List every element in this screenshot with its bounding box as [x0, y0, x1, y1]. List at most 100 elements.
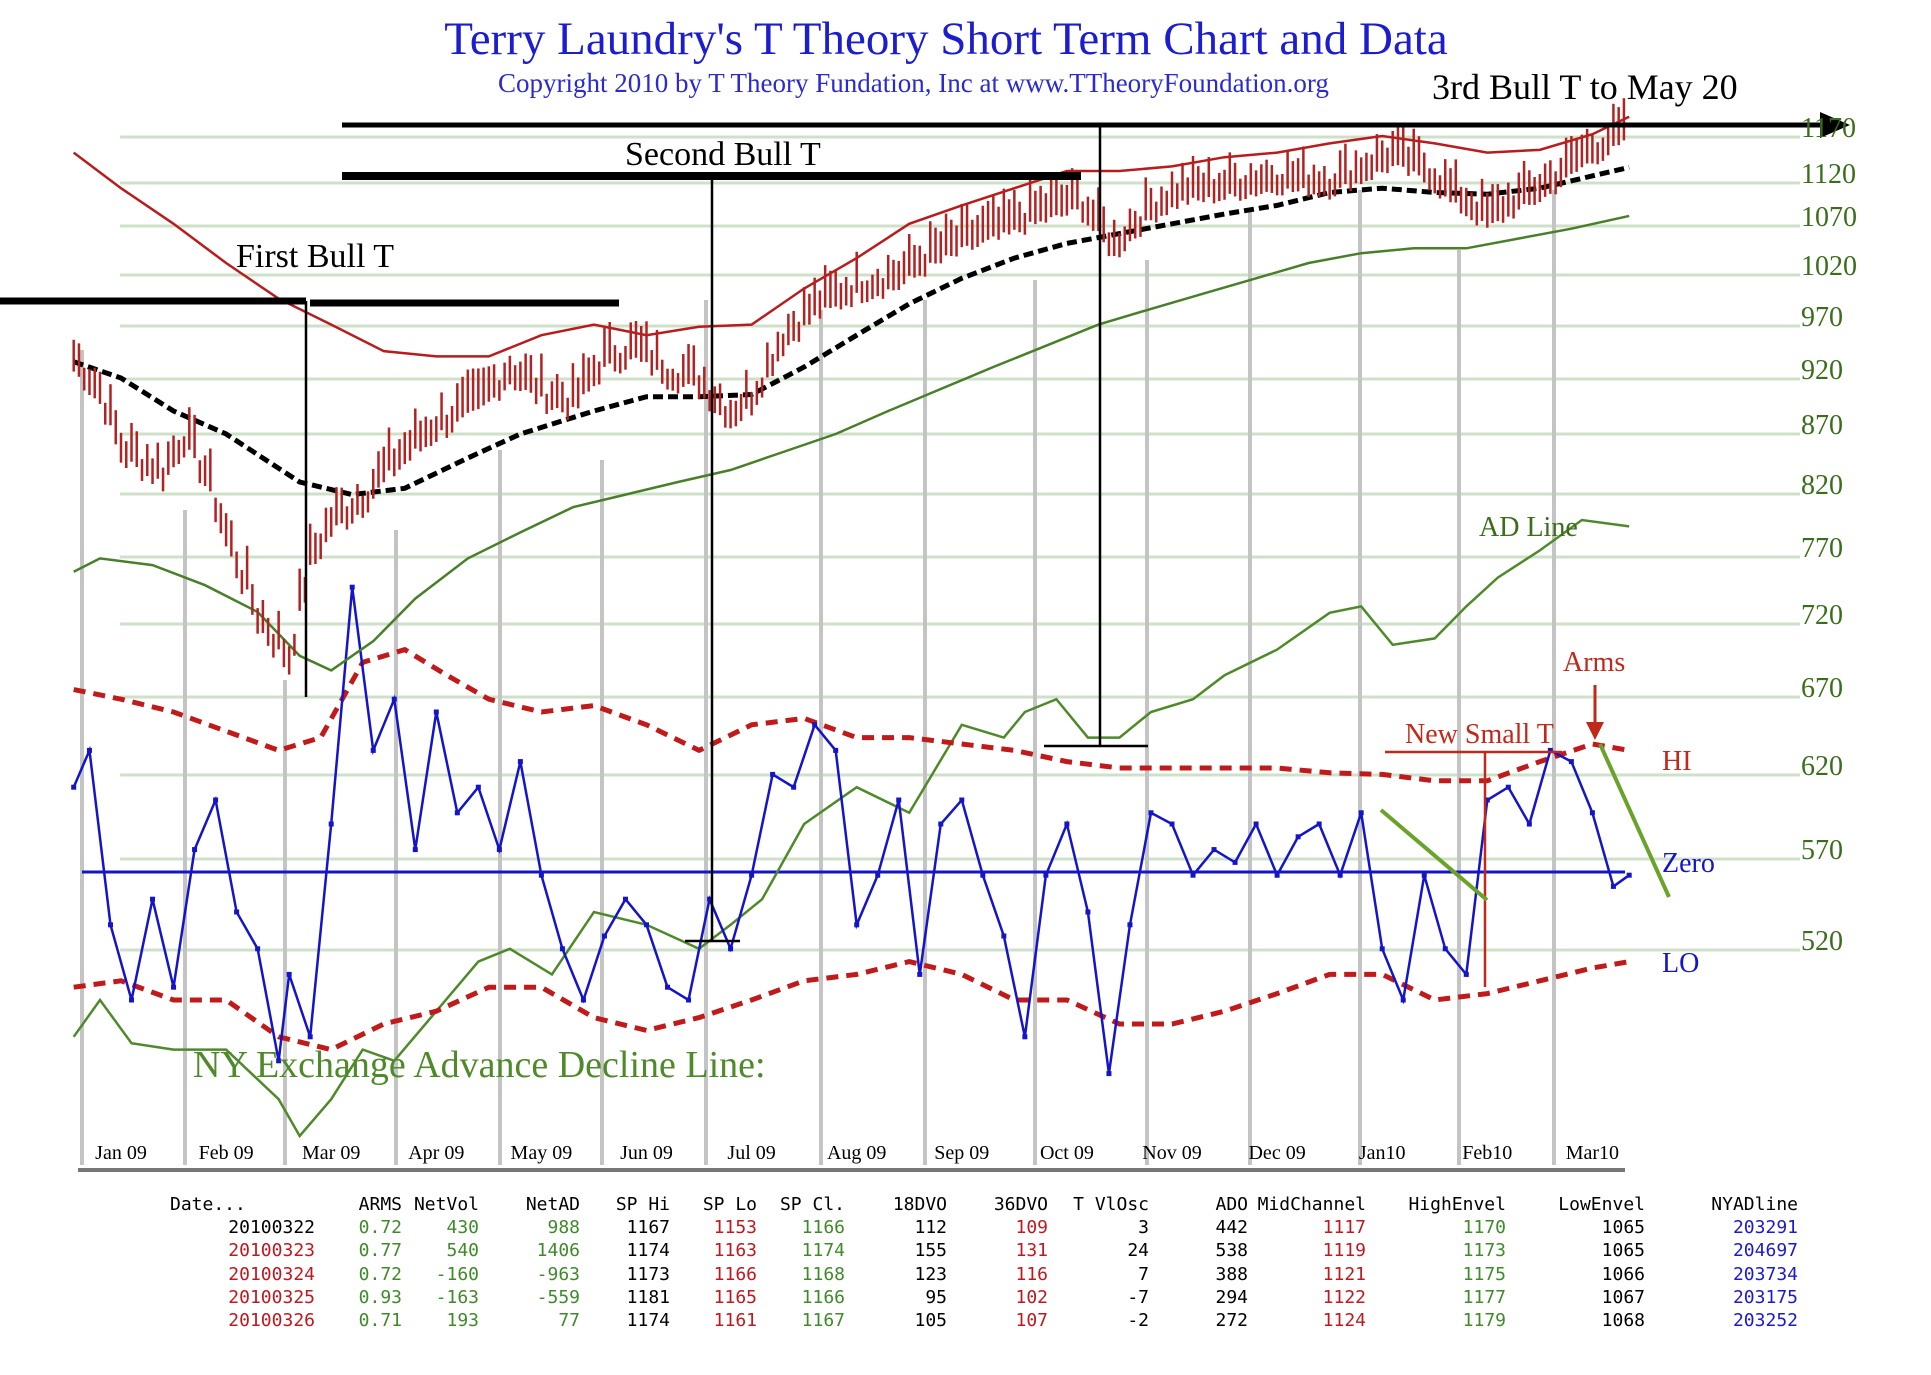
x-tick-label: Nov 09 — [1142, 1142, 1202, 1164]
oscillator-point — [171, 984, 177, 990]
table-cell: 107 — [1015, 1310, 1048, 1331]
y-tick-label: 770 — [1801, 533, 1843, 564]
oscillator-point — [349, 584, 355, 590]
y-tick-label: 620 — [1801, 751, 1843, 782]
table-cell: 1173 — [1462, 1240, 1506, 1261]
oscillator-point — [1463, 971, 1469, 977]
oscillator-point — [980, 872, 986, 878]
table-cell: 1181 — [626, 1287, 670, 1308]
x-tick-label: Jan 09 — [95, 1142, 147, 1164]
oscillator-point — [896, 797, 902, 803]
oscillator-point — [1316, 821, 1322, 827]
table-header: ARMS — [358, 1194, 402, 1215]
table-header: NetVol — [413, 1194, 479, 1215]
oscillator-point — [1232, 859, 1238, 865]
table-cell: 1119 — [1322, 1240, 1366, 1261]
table-cell: -163 — [435, 1287, 479, 1308]
table-cell: 1406 — [536, 1240, 580, 1261]
oscillator-point — [686, 997, 692, 1003]
oscillator-point — [71, 784, 77, 790]
hi-band-label: HI — [1662, 746, 1692, 777]
y-tick-label: 1020 — [1801, 251, 1857, 282]
table-header: 36DVO — [993, 1194, 1048, 1215]
table-cell: 1124 — [1322, 1310, 1366, 1331]
table-cell: 1153 — [713, 1217, 757, 1238]
oscillator-point — [601, 933, 607, 939]
x-tick-label: Feb 09 — [198, 1142, 254, 1164]
table-cell: 24 — [1127, 1240, 1149, 1261]
oscillator-point — [959, 797, 965, 803]
table-cell: 203734 — [1732, 1264, 1798, 1285]
table-cell: 0.77 — [358, 1240, 402, 1261]
table-cell: 1065 — [1601, 1240, 1645, 1261]
table-header: 18DVO — [892, 1194, 947, 1215]
table-cell: -963 — [536, 1264, 580, 1285]
table-cell: 20100322 — [228, 1217, 315, 1238]
second-bull-t-label: Second Bull T — [625, 136, 821, 173]
oscillator-point — [1190, 872, 1196, 878]
copyright-text: Copyright 2010 by T Theory Fundation, In… — [498, 68, 1329, 98]
oscillator-point — [1274, 872, 1280, 878]
oscillator-point — [728, 946, 734, 952]
oscillator-point — [1148, 810, 1154, 816]
table-header: NYADline — [1711, 1194, 1798, 1215]
table-header: T VlOsc — [1073, 1194, 1149, 1215]
oscillator-point — [1001, 933, 1007, 939]
oscillator-point — [1484, 797, 1490, 803]
table-cell: -2 — [1127, 1310, 1149, 1331]
table-cell: 1166 — [713, 1264, 757, 1285]
mid-channel-series — [72, 164, 1630, 498]
table-cell: 294 — [1215, 1287, 1248, 1308]
oscillator-point — [1505, 784, 1511, 790]
oscillator-point — [917, 971, 923, 977]
oscillator-point — [213, 797, 219, 803]
oscillator-point — [255, 946, 261, 952]
oscillator-point — [286, 971, 292, 977]
y-tick-label: 1120 — [1801, 159, 1856, 190]
oscillator-point — [192, 847, 198, 853]
table-cell: 155 — [914, 1240, 947, 1261]
table-header: SP Cl. — [779, 1194, 845, 1215]
chart-title: Terry Laundry's T Theory Short Term Char… — [444, 13, 1448, 65]
y-tick-label: 1170 — [1801, 113, 1856, 144]
table-cell: 388 — [1215, 1264, 1248, 1285]
trend-line — [1379, 808, 1489, 902]
y-tick-label: 920 — [1801, 355, 1843, 386]
oscillator-point — [496, 847, 502, 853]
table-cell: 1065 — [1601, 1217, 1645, 1238]
oscillator-point — [475, 784, 481, 790]
table-cell: 20100324 — [228, 1264, 315, 1285]
first-bull-t-label: First Bull T — [236, 238, 395, 275]
table-cell: 7 — [1138, 1264, 1149, 1285]
table-cell: 109 — [1015, 1217, 1048, 1238]
oscillator-point — [1211, 847, 1217, 853]
oscillator-point — [1358, 810, 1364, 816]
oscillator-point — [559, 946, 565, 952]
oscillator-point — [1085, 909, 1091, 915]
table-cell: 272 — [1215, 1310, 1248, 1331]
oscillator-point — [749, 872, 755, 878]
oscillator-point — [1589, 810, 1595, 816]
table-cell: 1122 — [1322, 1287, 1366, 1308]
oscillator-point — [1043, 872, 1049, 878]
x-tick-label: Jun 09 — [620, 1142, 673, 1164]
oscillator-point — [234, 909, 240, 915]
x-tick-label: May 09 — [510, 1142, 573, 1164]
oscillator-point — [328, 821, 334, 827]
oscillator-point — [707, 896, 713, 902]
table-cell: 203291 — [1732, 1217, 1798, 1238]
table-cell: 1068 — [1601, 1310, 1645, 1331]
arrow-right-icon — [1820, 112, 1850, 138]
table-cell: 20100325 — [228, 1287, 315, 1308]
lo-band-label: LO — [1662, 948, 1700, 979]
y-tick-label: 970 — [1801, 302, 1843, 333]
table-cell: 1166 — [801, 1287, 845, 1308]
third-bull-t-label: 3rd Bull T to May 20 — [1432, 67, 1738, 107]
table-cell: 1167 — [801, 1310, 845, 1331]
oscillator-point — [1568, 759, 1574, 765]
table-cell: 1161 — [713, 1310, 757, 1331]
oscillator-point — [1127, 922, 1133, 928]
oscillator-point — [150, 896, 156, 902]
table-cell: 203252 — [1732, 1310, 1798, 1331]
